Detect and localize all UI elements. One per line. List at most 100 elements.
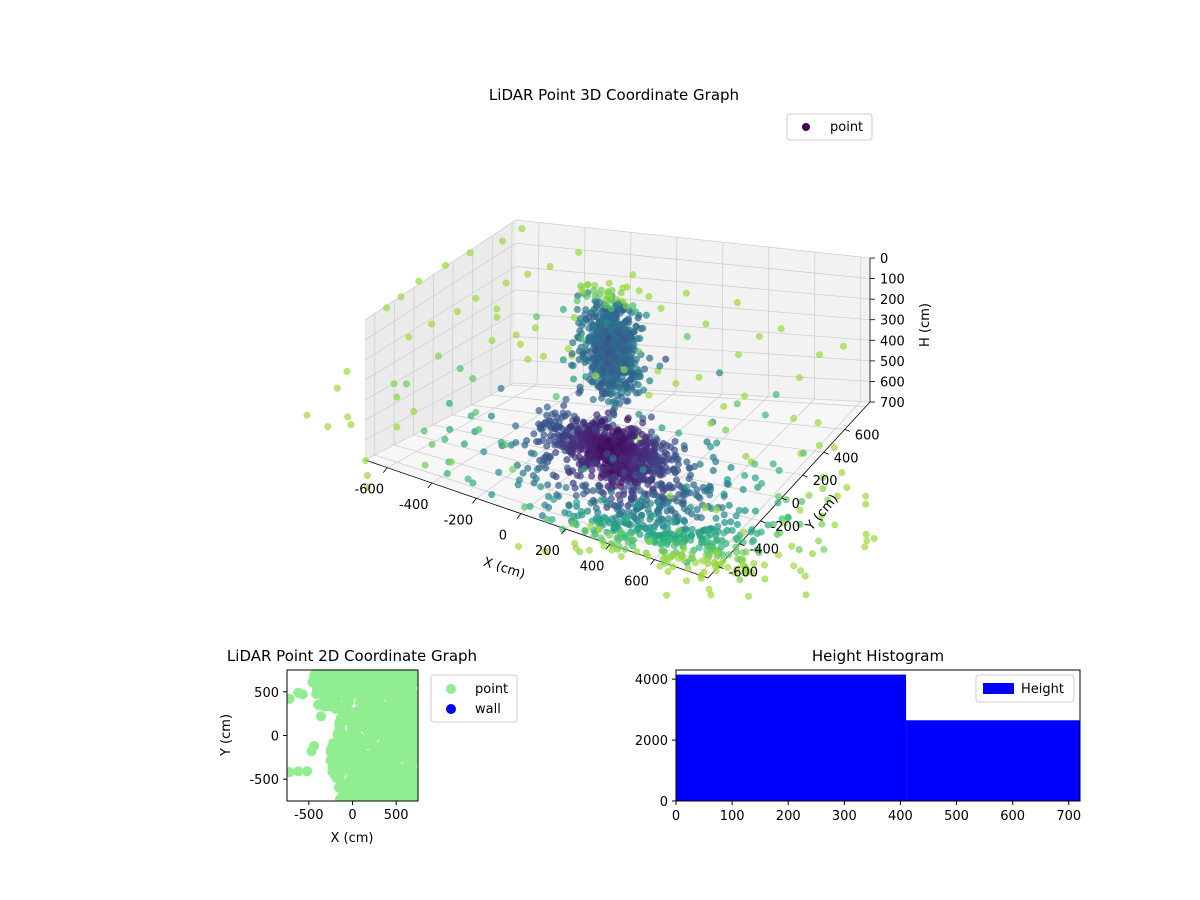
3d-point: [604, 349, 612, 357]
3d-point: [559, 356, 567, 364]
histogram-x-tick-label: 400: [888, 809, 913, 824]
3d-point: [659, 547, 667, 555]
3d-point: [788, 542, 796, 550]
3d-point: [721, 518, 729, 527]
2d-point: [381, 727, 392, 738]
3d-point: [647, 447, 655, 455]
3d-point: [513, 461, 521, 469]
3d-point: [680, 545, 688, 553]
3d-point: [657, 304, 665, 312]
3d-point: [741, 471, 749, 480]
3d-point: [769, 520, 777, 528]
3d-point: [614, 339, 623, 347]
3d-point: [541, 547, 549, 555]
3d-point: [631, 471, 639, 479]
3d-point: [583, 281, 591, 289]
3d-point: [580, 465, 588, 473]
3d-point: [532, 475, 540, 483]
3d-point: [607, 305, 615, 313]
3d-point: [620, 359, 628, 367]
3d-point: [460, 440, 468, 448]
3d-point: [568, 361, 576, 369]
3d-point: [324, 423, 332, 431]
3d-z-tick-label: 300: [880, 314, 905, 329]
3d-back-pane-right: [514, 220, 870, 402]
3d-point: [683, 332, 691, 341]
2d-x-axis-label: X (cm): [331, 831, 374, 846]
3d-point: [707, 419, 715, 427]
3d-point: [671, 468, 679, 476]
3d-point: [687, 536, 695, 544]
3d-point: [487, 412, 495, 420]
3d-point: [634, 314, 642, 322]
3d-point: [727, 518, 735, 526]
3d-point: [796, 506, 804, 514]
3d-point: [588, 378, 596, 386]
3d-point: [774, 492, 782, 501]
3d-point: [603, 443, 611, 452]
3d-point: [775, 466, 783, 475]
2d-legend-label-point: point: [475, 682, 508, 697]
3d-point: [780, 519, 788, 527]
3d-point: [706, 443, 715, 451]
3d-y-tick-label: -400: [750, 543, 780, 558]
3d-point: [593, 450, 601, 458]
2d-point: [386, 696, 397, 707]
3d-point: [550, 432, 558, 441]
3d-point: [696, 494, 704, 502]
3d-point: [646, 377, 654, 385]
3d-point: [901, 474, 908, 481]
3d-point: [568, 350, 576, 358]
3d-point: [740, 569, 748, 577]
3d-point: [863, 537, 871, 545]
3d-point: [725, 501, 733, 509]
3d-point: [733, 298, 741, 307]
3d-point: [722, 540, 730, 548]
histogram-bar: [676, 674, 907, 801]
histogram-x-tick-label: 300: [832, 809, 857, 824]
3d-point: [862, 500, 870, 508]
3d-point: [830, 443, 838, 452]
3d-point: [733, 520, 741, 528]
2d-point: [373, 790, 384, 801]
3d-point: [553, 413, 561, 421]
3d-point: [682, 490, 690, 498]
3d-point: [769, 460, 777, 468]
3d-point: [605, 279, 613, 287]
3d-point: [573, 305, 581, 313]
3d-point: [617, 528, 625, 536]
3d-point: [712, 567, 720, 575]
histogram-x-tick-label: 600: [1000, 809, 1025, 824]
histogram-axes-frame: [675, 669, 1081, 802]
3d-point: [632, 389, 640, 397]
3d-point: [776, 529, 784, 537]
3d-point: [818, 520, 826, 528]
3d-point: [656, 539, 664, 547]
3d-point: [469, 374, 477, 383]
3d-point: [594, 519, 602, 527]
3d-point: [410, 407, 418, 415]
3d-point: [597, 434, 605, 442]
3d-point: [740, 528, 748, 536]
3d-point: [697, 574, 705, 582]
3d-point: [621, 545, 629, 553]
2d-point: [390, 772, 401, 783]
2d-point: [348, 740, 359, 751]
2d-point: [357, 780, 368, 791]
3d-z-tick-label: 200: [880, 293, 905, 308]
3d-point: [741, 392, 749, 400]
3d-point: [497, 384, 505, 392]
3d-point: [720, 492, 728, 500]
3d-point: [658, 424, 666, 432]
3d-point: [862, 530, 870, 538]
3d-point: [620, 347, 629, 355]
3d-point: [627, 461, 636, 469]
3d-point: [653, 497, 662, 505]
2d-point: [370, 770, 381, 781]
2d-point: [385, 755, 396, 765]
2d-point: [341, 733, 352, 744]
3d-point: [755, 332, 763, 340]
3d-point: [570, 313, 578, 322]
3d-point: [614, 503, 622, 511]
2d-point: [361, 753, 372, 763]
